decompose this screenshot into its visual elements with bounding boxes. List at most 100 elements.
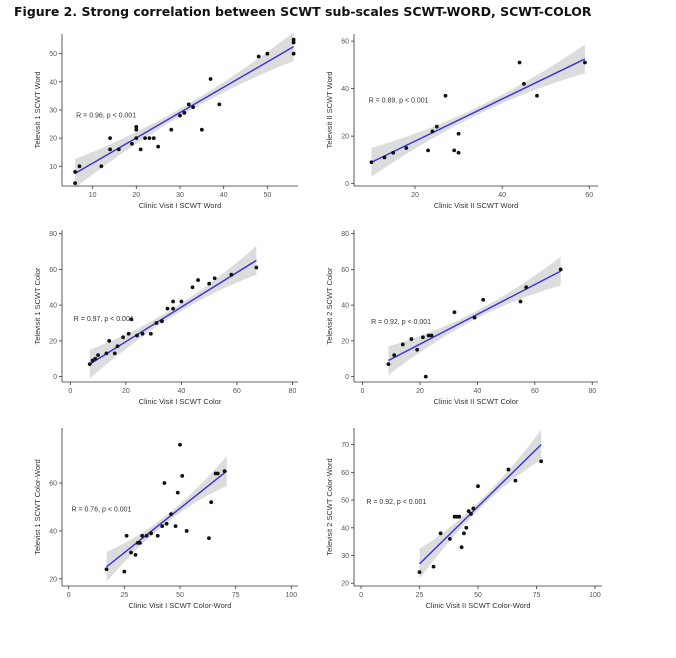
data-point bbox=[452, 310, 457, 315]
data-point bbox=[130, 141, 134, 146]
y-tick-label: 10 bbox=[49, 164, 57, 171]
data-point bbox=[108, 136, 112, 141]
data-point bbox=[73, 170, 78, 174]
y-tick-label: 0 bbox=[345, 181, 349, 188]
y-tick-label: 60 bbox=[49, 267, 57, 274]
data-point bbox=[476, 484, 480, 489]
data-point bbox=[469, 512, 473, 516]
data-point bbox=[169, 512, 173, 517]
data-point bbox=[535, 93, 539, 98]
data-point bbox=[443, 93, 448, 98]
data-point bbox=[160, 524, 165, 529]
x-axis-label: Clinic Visit II SCWT Word bbox=[434, 201, 519, 210]
data-point bbox=[404, 146, 409, 150]
x-tick-label: 100 bbox=[589, 592, 601, 599]
correlation-annotation: R = 0.92, p < 0.001 bbox=[366, 499, 426, 506]
x-tick-label: 50 bbox=[474, 592, 482, 599]
y-tick-label: 40 bbox=[341, 303, 349, 310]
x-tick-label: 50 bbox=[176, 592, 184, 599]
data-point bbox=[186, 102, 191, 107]
data-point bbox=[448, 536, 452, 541]
x-tick-label: 60 bbox=[585, 192, 593, 199]
y-tick-label: 30 bbox=[49, 108, 57, 115]
data-point bbox=[386, 362, 391, 367]
y-tick-label: 80 bbox=[49, 231, 57, 238]
x-tick-label: 50 bbox=[264, 192, 272, 199]
data-point bbox=[291, 51, 296, 56]
data-point bbox=[438, 531, 443, 536]
data-point bbox=[217, 102, 222, 107]
data-point bbox=[126, 331, 131, 336]
data-point bbox=[173, 524, 178, 529]
data-point bbox=[426, 333, 431, 338]
y-axis-label: Televisit 2 SCWT Color-Word bbox=[325, 458, 334, 555]
data-point bbox=[291, 37, 296, 42]
data-point bbox=[434, 124, 439, 129]
regression-line bbox=[106, 470, 228, 568]
x-tick-label: 40 bbox=[220, 192, 228, 199]
data-point bbox=[207, 281, 212, 286]
data-point bbox=[191, 105, 196, 110]
data-point bbox=[148, 331, 153, 336]
data-point bbox=[143, 136, 147, 141]
data-point bbox=[73, 181, 78, 186]
regression-line bbox=[419, 444, 542, 565]
data-point bbox=[184, 529, 189, 533]
x-tick-label: 0 bbox=[67, 592, 71, 599]
data-point bbox=[196, 278, 200, 282]
data-point bbox=[144, 533, 149, 538]
data-point bbox=[171, 306, 175, 311]
data-point bbox=[129, 550, 133, 555]
data-point bbox=[212, 276, 217, 281]
y-tick-label: 50 bbox=[341, 498, 349, 505]
x-tick-label: 80 bbox=[289, 388, 297, 395]
data-point bbox=[524, 285, 529, 290]
data-point bbox=[522, 81, 526, 86]
x-tick-label: 75 bbox=[232, 592, 240, 599]
data-point bbox=[472, 315, 477, 320]
x-axis-label: Clinic Visit I SCWT Word bbox=[139, 201, 222, 210]
data-point bbox=[77, 164, 82, 169]
x-axis-label: Clinic Visit I SCWT Color bbox=[139, 397, 222, 406]
data-point bbox=[431, 564, 436, 569]
data-point bbox=[179, 299, 184, 304]
data-point bbox=[134, 127, 139, 132]
y-tick-label: 60 bbox=[49, 481, 57, 488]
data-point bbox=[151, 136, 156, 141]
y-tick-label: 70 bbox=[341, 442, 349, 449]
scatter-panel-colorword-visit1: 0 25 50 75 100 20 40 60 R = 0.76, p < 0.001 Clini… bbox=[33, 428, 298, 610]
x-tick-label: 0 bbox=[68, 388, 72, 395]
data-point bbox=[291, 40, 296, 45]
x-tick-label: 40 bbox=[498, 192, 506, 199]
scatter-panel-colorword-visit2: 0 25 50 75 100 20 30 40 50 60 70 R = 0.92, p < 0.00… bbox=[325, 428, 602, 610]
y-tick-label: 20 bbox=[341, 581, 349, 588]
data-point bbox=[462, 531, 466, 536]
data-point bbox=[452, 148, 457, 153]
data-point bbox=[420, 335, 425, 340]
data-point bbox=[107, 338, 112, 343]
x-tick-label: 60 bbox=[531, 388, 539, 395]
data-point bbox=[400, 342, 405, 347]
data-point bbox=[135, 333, 139, 338]
data-point bbox=[93, 356, 98, 361]
x-tick-label: 40 bbox=[177, 388, 185, 395]
data-point bbox=[154, 321, 159, 325]
data-point bbox=[134, 136, 139, 141]
data-point bbox=[391, 150, 396, 155]
data-point bbox=[415, 347, 420, 352]
x-tick-label: 60 bbox=[233, 388, 241, 395]
data-point bbox=[190, 285, 195, 290]
data-point bbox=[104, 567, 109, 572]
data-point bbox=[99, 164, 104, 169]
data-point bbox=[392, 353, 397, 358]
data-point bbox=[182, 110, 187, 115]
scatter-panel-color-visit1: 0 20 40 60 80 0 20 40 60 80 R = 0.97, p < 0.001 Cli… bbox=[33, 230, 298, 406]
data-point bbox=[121, 335, 125, 340]
data-point bbox=[222, 469, 227, 473]
correlation-annotation: R = 0.97, p < 0.001 bbox=[74, 316, 134, 323]
data-point bbox=[178, 113, 182, 118]
y-tick-label: 60 bbox=[341, 267, 349, 274]
y-tick-label: 0 bbox=[53, 374, 57, 381]
data-point bbox=[87, 362, 92, 367]
data-point bbox=[169, 127, 174, 132]
